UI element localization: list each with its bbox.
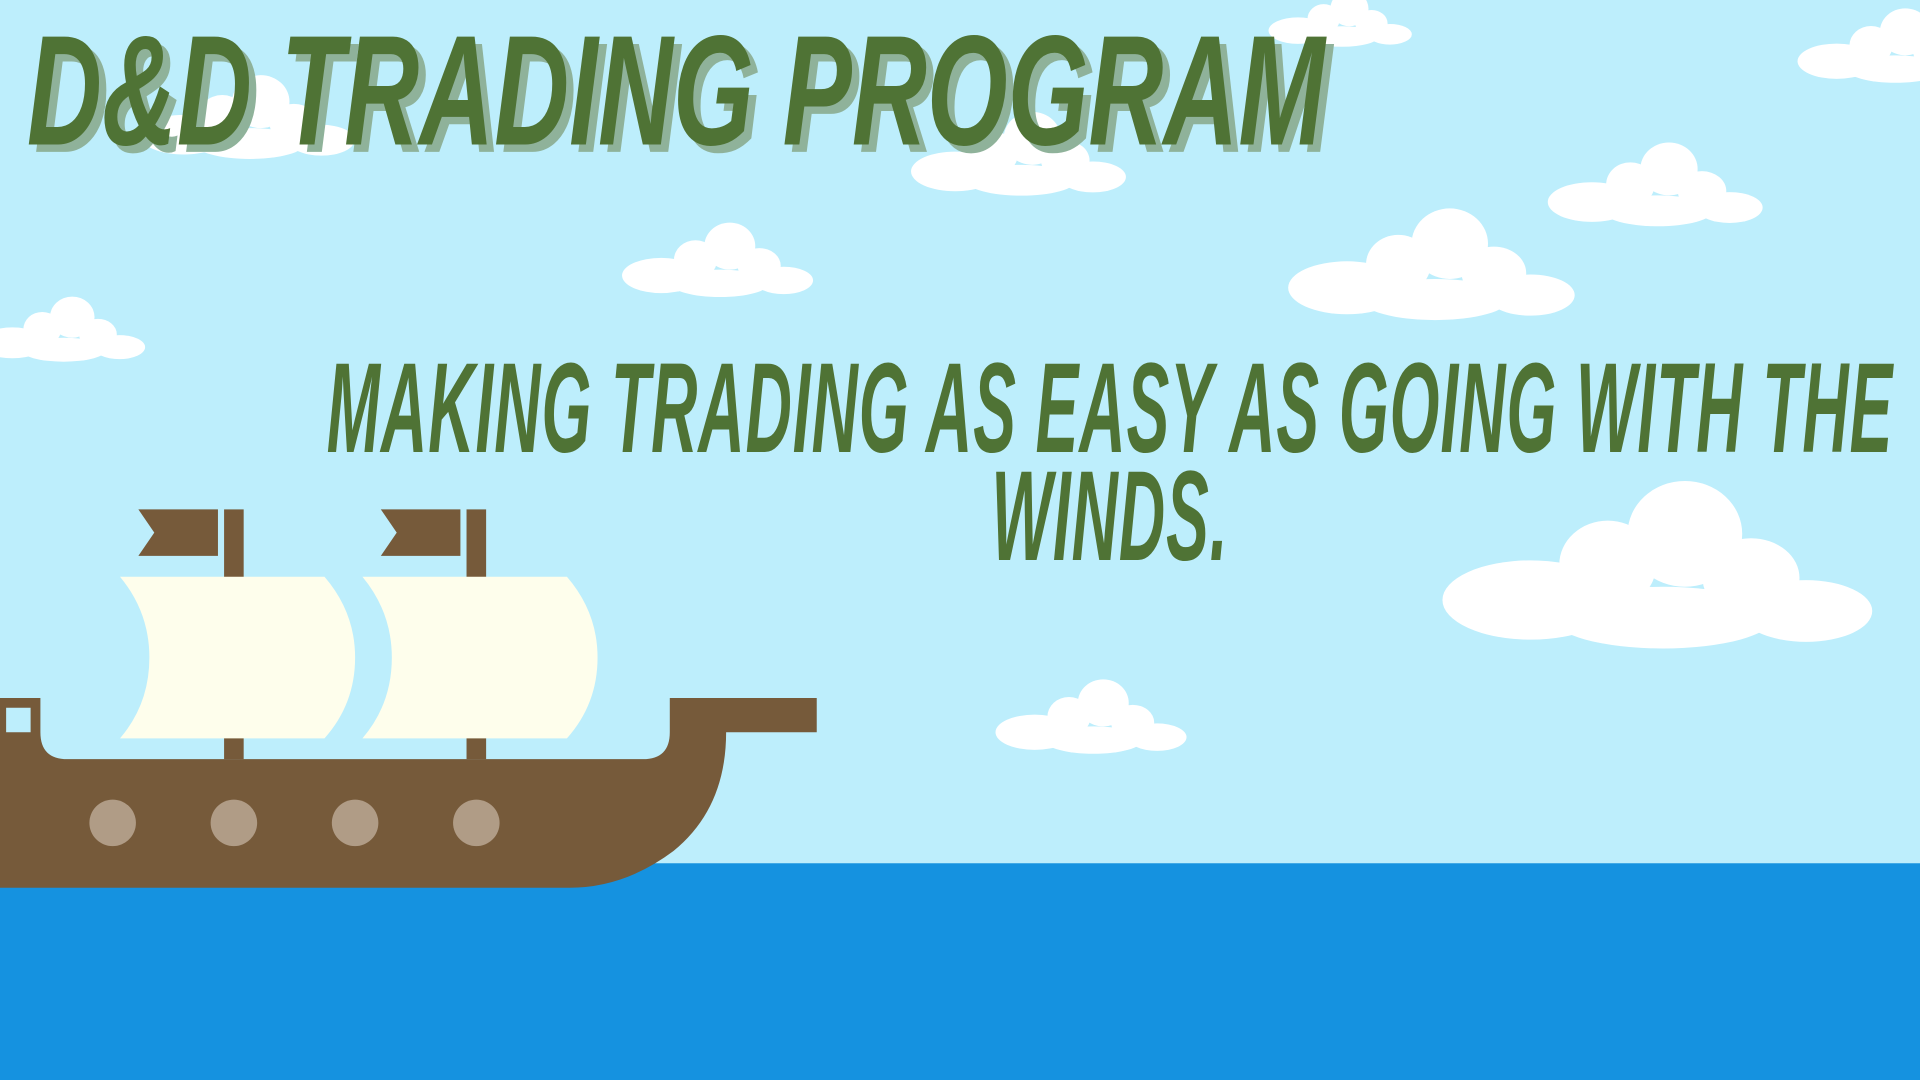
sea bbox=[0, 863, 1920, 1080]
ship bbox=[0, 509, 817, 888]
subtitle: MAKING TRADING AS EASY AS GOING WITH THE… bbox=[326, 337, 1894, 588]
title-shadow: D&D TRADING PROGRAM bbox=[34, 11, 1334, 186]
title: D&D TRADING PROGRAM bbox=[27, 3, 1327, 178]
